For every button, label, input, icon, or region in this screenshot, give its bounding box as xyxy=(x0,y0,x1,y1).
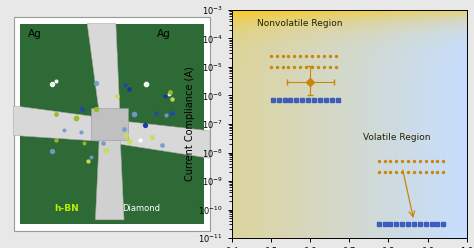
Text: Nonvolatile Region: Nonvolatile Region xyxy=(257,19,343,28)
Y-axis label: Current Compliance (A): Current Compliance (A) xyxy=(185,67,195,181)
Text: Ag: Ag xyxy=(157,29,171,39)
Polygon shape xyxy=(95,133,124,220)
FancyBboxPatch shape xyxy=(20,24,204,224)
Polygon shape xyxy=(14,106,116,142)
Text: Diamond: Diamond xyxy=(122,204,160,213)
FancyBboxPatch shape xyxy=(14,17,210,231)
Text: Ag: Ag xyxy=(28,29,42,39)
FancyBboxPatch shape xyxy=(91,108,128,140)
Text: h-BN: h-BN xyxy=(55,204,79,213)
Text: Volatile Region: Volatile Region xyxy=(363,133,430,142)
Polygon shape xyxy=(87,24,120,115)
Polygon shape xyxy=(108,120,210,158)
